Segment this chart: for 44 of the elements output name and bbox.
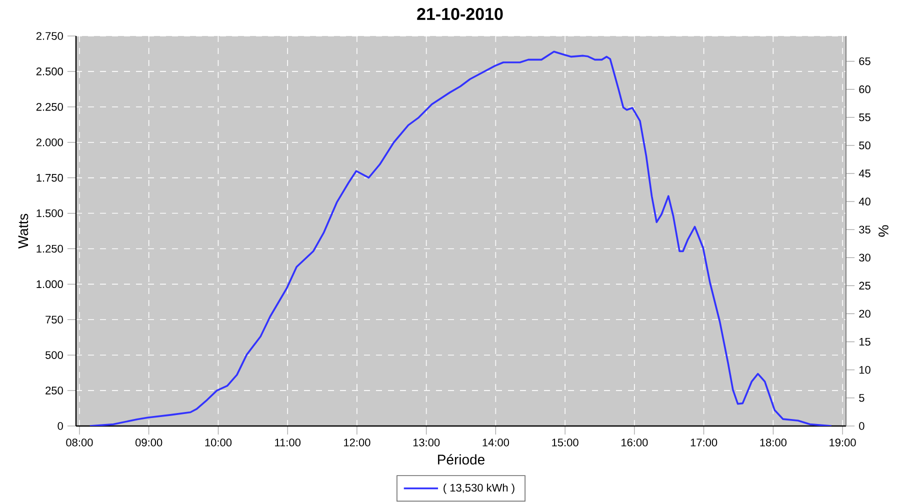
y-tick-label: 2.500 [36,68,63,76]
y2-tick-label: 45 [858,170,870,178]
y-tick-label: 2.750 [36,32,63,40]
y-tick-label: 750 [46,316,63,324]
x-tick-label: 16:00 [622,438,648,447]
y2-tick-label: 60 [859,86,870,94]
y2-tick-label: 0 [859,422,864,430]
y2-tick-label: 25 [859,282,870,290]
y2-tick-label: 5 [859,394,864,402]
y-tick-label: 2.000 [36,138,63,146]
y2-tick-label: 65 [859,58,870,66]
x-tick-label: 08:00 [66,438,93,447]
y-tick-label: 1.250 [36,245,63,253]
y-tick-label: 2.250 [36,103,63,111]
y2-tick-label: 55 [859,114,870,122]
y2-tick-label: 50 [859,142,870,150]
y-tick-label: 0 [58,422,63,430]
x-tick-label: 19:00 [830,438,856,447]
y2-tick-label: 30 [859,254,870,262]
line-series [88,50,832,426]
y2-tick-label: 35 [859,226,870,234]
y2-tick-label: 10 [859,366,870,374]
y2-axis-title: % [878,225,888,237]
x-tick-label: 10:00 [205,438,232,447]
y-tick-label: 250 [46,386,63,395]
x-tick-label: 13:00 [413,438,440,447]
chart-title: 21-10-2010 [417,8,503,20]
x-tick-label: 11:00 [275,438,300,447]
y-tick-label: 1.000 [36,280,63,288]
y2-tick-label: 40 [858,198,870,206]
x-tick-label: 17:00 [690,438,718,447]
x-tick-label: 14:00 [482,438,510,447]
x-tick-label: 12:00 [344,438,370,447]
y-tick-label: 500 [45,351,63,360]
x-tick-label: 15:00 [552,438,578,447]
x-tick-label: 18:00 [760,438,786,447]
y2-tick-label: 20 [859,310,870,318]
x-axis-title: Période [438,454,484,465]
y-axis-title: Watts [18,214,28,249]
y-tick-label: 1.500 [36,210,63,218]
legend-label: ( 13,530 kWh ) [444,484,514,494]
x-tick-label: 09:00 [136,438,162,447]
y-tick-label: 1.750 [36,174,63,182]
y2-tick-label: 15 [859,338,870,346]
